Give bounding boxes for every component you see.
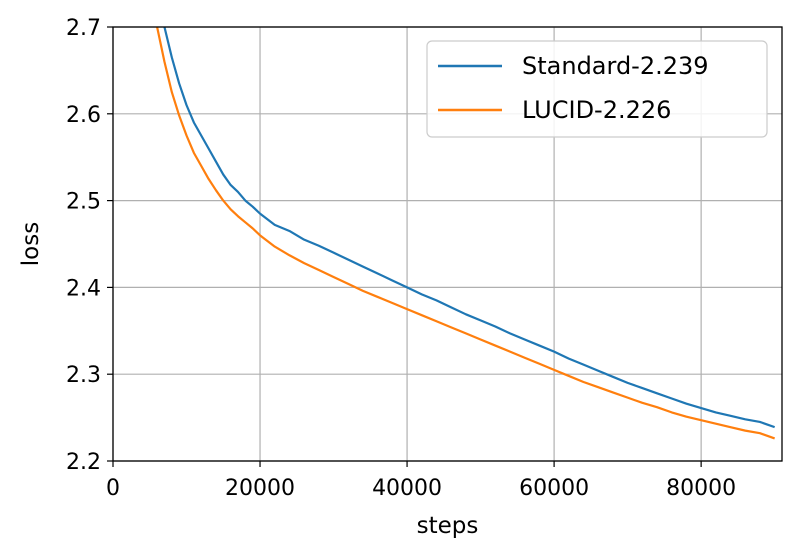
legend-label-lucid: LUCID-2.226 [522,96,671,124]
x-tick-label: 20000 [225,476,295,501]
y-tick-label: 2.7 [66,16,101,41]
x-axis-label: steps [417,513,479,539]
series-lines [156,27,776,440]
y-tick-label: 2.3 [66,363,101,388]
y-tick-label: 2.4 [66,276,101,301]
series-line-0 [163,27,776,429]
x-tick-label: 60000 [519,476,589,501]
legend-box [426,40,768,138]
y-axis-label: loss [18,222,44,266]
x-tick-label: 80000 [666,476,736,501]
x-tick-label: 40000 [372,476,442,501]
y-tick-label: 2.2 [66,450,101,475]
series-line-1 [156,27,776,440]
ticks: 0 20000 40000 60000 80000 2.2 2.3 2.4 2.5 2.6 2.7 [66,16,736,501]
legend-label-standard: Standard-2.239 [522,52,709,80]
plot-frame [112,26,783,462]
x-tick-label: 0 [106,476,120,501]
legend: Standard-2.239 LUCID-2.226 [426,40,768,138]
y-tick-label: 2.5 [66,190,101,215]
y-tick-label: 2.6 [66,103,101,128]
